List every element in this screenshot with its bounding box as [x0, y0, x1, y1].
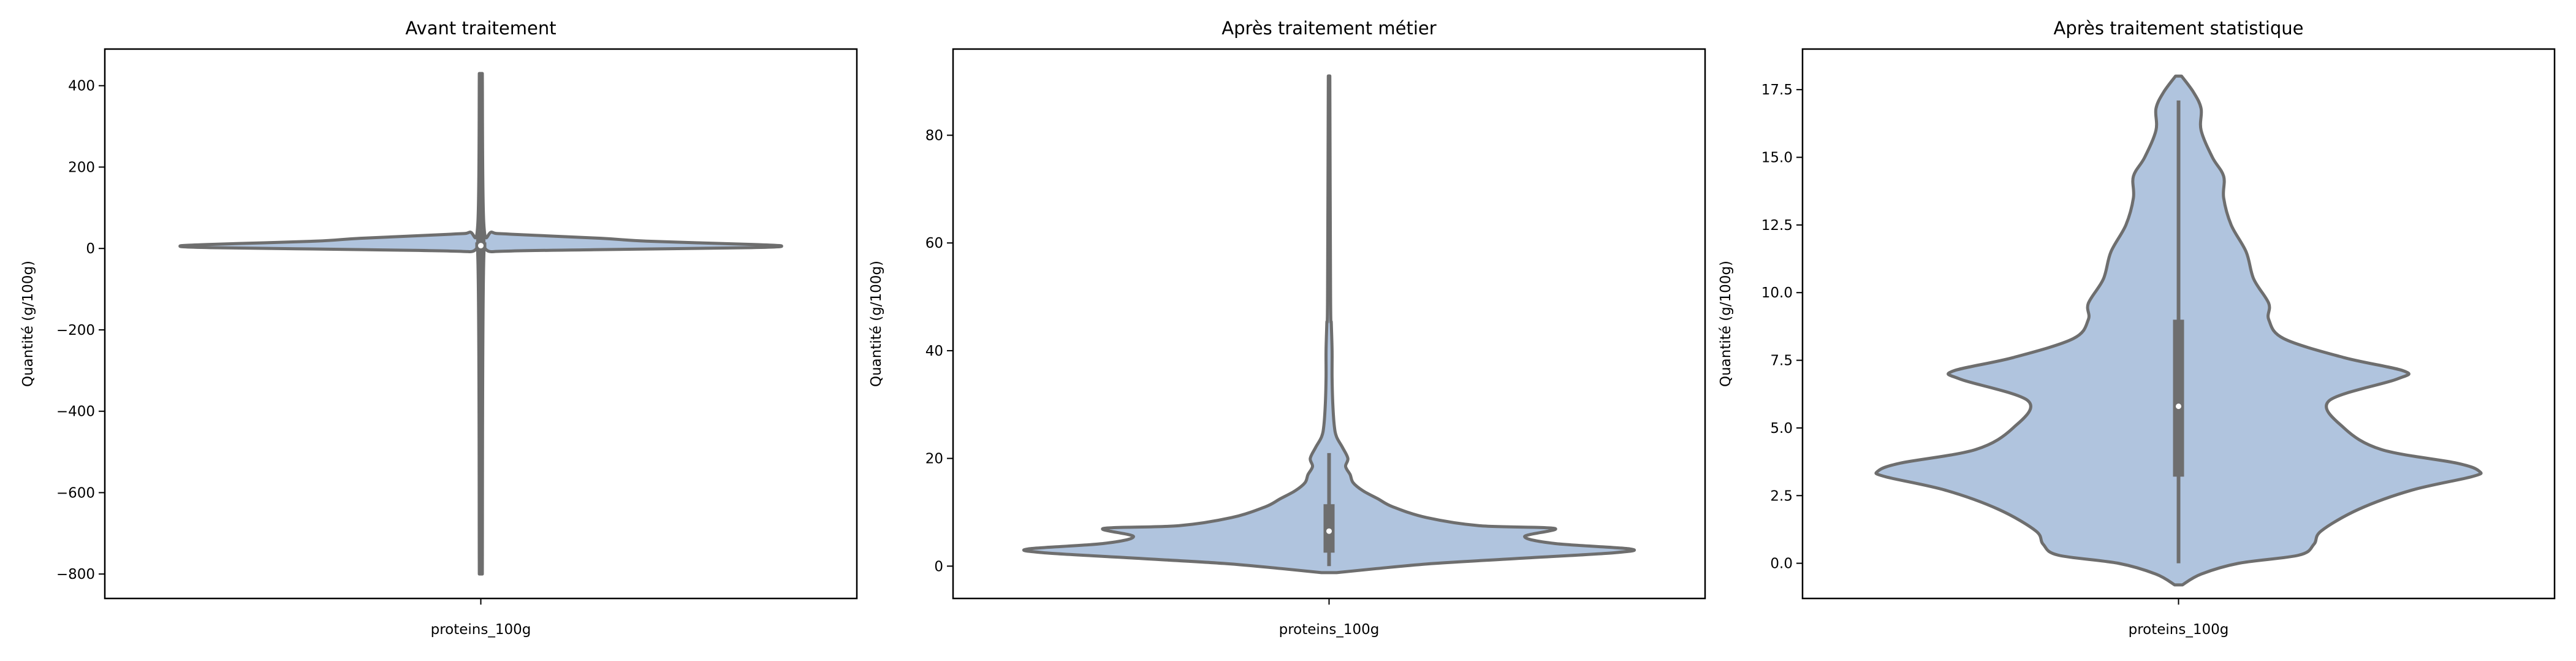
chart-panel-2: Après traitement métier 0 20 40 60 80 proteins… [868, 18, 1706, 638]
y-axis-label: Quantité (g/100g) [1718, 261, 1734, 387]
y-tick-label: −400 [56, 404, 95, 420]
y-tick-label: 0.0 [1770, 556, 1793, 572]
y-tick-label: 0 [86, 241, 95, 257]
chart-title: Après traitement statistique [2054, 18, 2304, 39]
y-tick-label: 15.0 [1761, 150, 1793, 166]
y-tick-label: 400 [68, 78, 95, 94]
y-tick-label: 200 [68, 159, 95, 175]
chart-panel-1: Avant traitement −800 −600 −400 −200 0 200 400 p… [20, 18, 858, 638]
y-tick-label: 20 [925, 451, 943, 467]
y-tick-label: −800 [56, 567, 95, 583]
y-tick-label: 5.0 [1770, 421, 1793, 437]
y-tick-label: 60 [925, 235, 943, 251]
x-tick-label: proteins_100g [1279, 622, 1380, 638]
y-axis-label: Quantité (g/100g) [20, 261, 36, 387]
y-tick-label: −600 [56, 485, 95, 501]
chart-title: Avant traitement [405, 18, 556, 39]
x-tick-label: proteins_100g [431, 622, 531, 638]
chart-panel-3: Après traitement statistique 0.0 2.5 5.0 7.5… [1718, 18, 2556, 638]
y-axis-label: Quantité (g/100g) [868, 261, 884, 387]
median-point [1326, 528, 1332, 534]
y-tick-label: 40 [925, 343, 943, 359]
y-tick-label: 7.5 [1770, 353, 1793, 369]
iqr-box [2173, 319, 2184, 477]
y-tick-label: 80 [925, 128, 943, 144]
x-tick-label: proteins_100g [2129, 622, 2229, 638]
y-tick-label: 12.5 [1761, 218, 1793, 234]
y-tick-label: 2.5 [1770, 488, 1793, 504]
chart-title: Après traitement métier [1222, 18, 1436, 39]
y-tick-label: 17.5 [1761, 82, 1793, 98]
median-point [478, 243, 484, 249]
violin-body [1022, 74, 1636, 575]
y-tick-label: 0 [934, 559, 943, 575]
median-point [2176, 403, 2181, 410]
y-tick-label: 10.0 [1761, 285, 1793, 301]
y-tick-label: −200 [56, 323, 95, 338]
